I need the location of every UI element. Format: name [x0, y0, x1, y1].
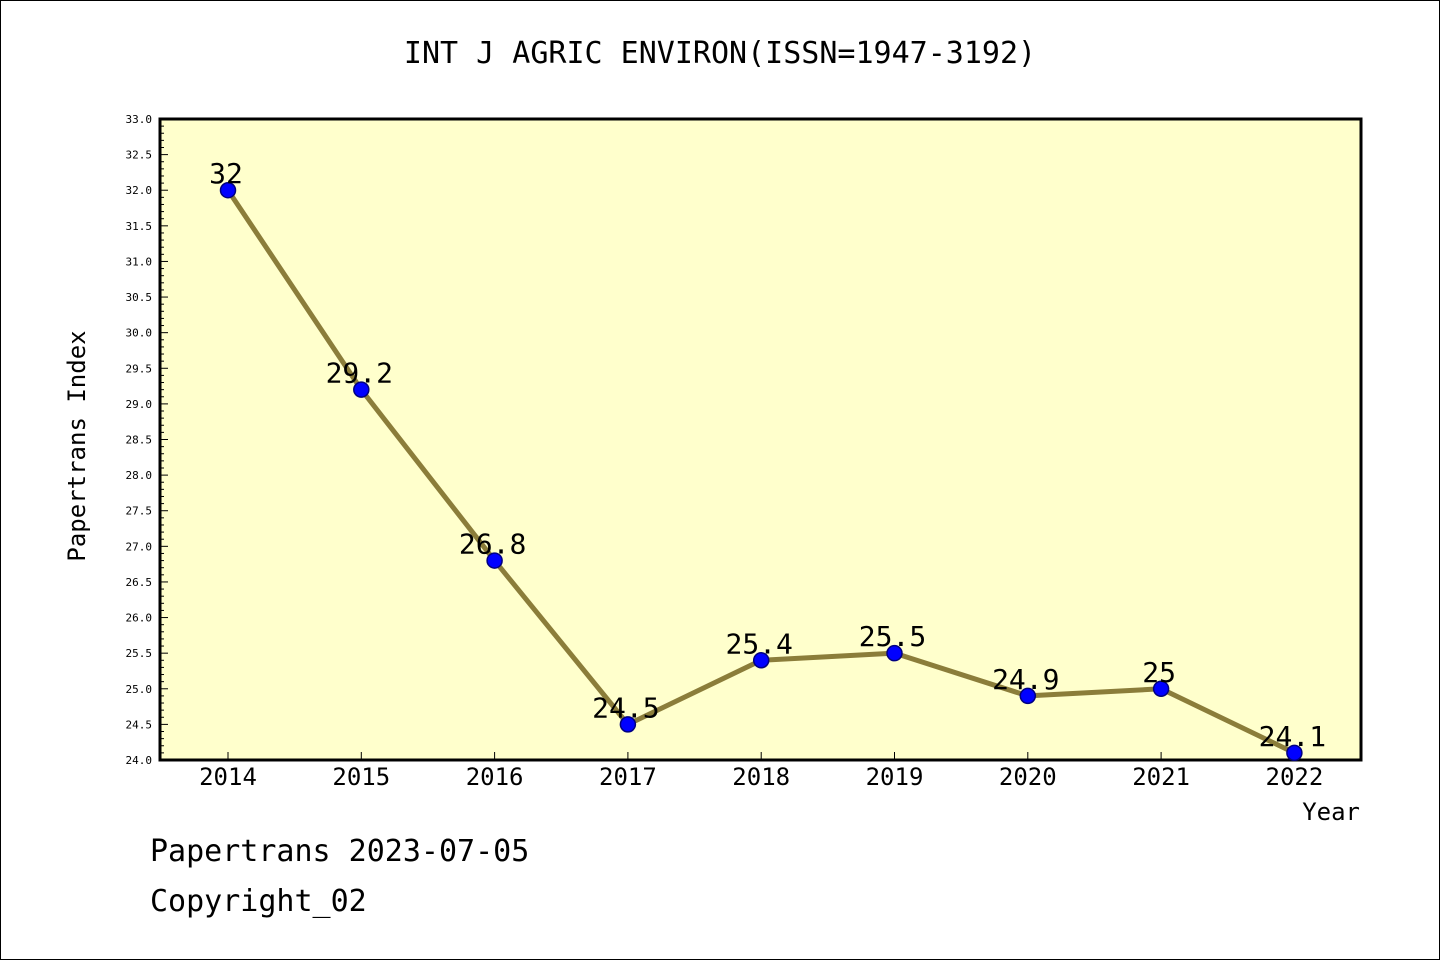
y-tick-label: 32.5: [126, 149, 153, 162]
x-tick-label: 2021: [1132, 763, 1190, 791]
data-point: [353, 381, 370, 398]
y-tick-label: 33.0: [126, 113, 153, 126]
data-point: [1019, 687, 1037, 705]
y-tick-label: 27.0: [126, 540, 153, 553]
y-tick-label: 28.5: [126, 434, 153, 447]
y-tick-label: 29.5: [126, 362, 153, 375]
y-tick-label: 24.5: [126, 718, 153, 731]
data-label: 25.5: [859, 620, 926, 653]
data-point: [219, 181, 237, 199]
data-point: [1152, 680, 1170, 698]
y-tick-label: 24.0: [126, 754, 153, 767]
x-tick-label: 2016: [466, 763, 524, 791]
x-tick-label: 2015: [332, 763, 390, 791]
y-tick-label: 27.5: [126, 505, 153, 518]
y-tick-label: 31.5: [126, 220, 153, 233]
y-tick-label: 26.5: [126, 576, 153, 589]
data-point: [486, 552, 503, 569]
data-labels: 32 29.2 26.8 24.5 25.4 25.5 24.9 25 24.1: [209, 157, 1326, 753]
y-axis-ticks: 24.0 24.5 25.0 25.5 26.0 26.5 27.0 27.5 28.0 28.5…: [126, 113, 168, 767]
x-tick-label: 2018: [732, 763, 790, 791]
x-axis-ticks: 2014 2015 2016 2017 2018 2019 2020 2021 2022: [199, 752, 1323, 791]
y-tick-label: 25.5: [126, 647, 153, 660]
footer-date-text: Papertrans 2023-07-05: [150, 834, 530, 869]
y-tick-label: 26.0: [126, 612, 153, 625]
data-point: [619, 716, 637, 733]
data-label: 29.2: [326, 357, 393, 390]
data-label: 25: [1142, 656, 1176, 689]
data-label: 26.8: [459, 528, 526, 561]
y-tick-label: 30.5: [126, 291, 153, 304]
x-tick-label: 2017: [599, 763, 657, 791]
x-tick-label: 2019: [866, 763, 924, 791]
y-tick-label: 29.0: [126, 398, 153, 411]
data-label: 24.1: [1259, 720, 1326, 753]
data-point: [752, 652, 770, 669]
data-label: 32: [209, 157, 243, 190]
y-tick-label: 31.0: [126, 255, 153, 268]
x-tick-label: 2020: [999, 763, 1057, 791]
footer-copyright-text: Copyright_02: [150, 884, 367, 919]
data-series: [219, 181, 1303, 762]
y-tick-label: 30.0: [126, 327, 153, 340]
y-tick-label: 32.0: [126, 184, 153, 197]
data-point: [886, 644, 903, 662]
y-tick-label: 25.0: [126, 683, 153, 696]
chart-title: INT J AGRIC ENVIRON(ISSN=1947-3192): [403, 36, 1037, 71]
y-tick-label: 28.0: [126, 469, 153, 482]
x-tick-label: 2014: [199, 763, 257, 791]
data-label: 25.4: [725, 627, 792, 660]
x-tick-label: 2022: [1266, 763, 1324, 791]
y-axis-label: Papertrans Index: [63, 330, 91, 561]
data-label: 24.5: [592, 691, 659, 724]
data-point: [1286, 744, 1303, 762]
data-label: 24.9: [992, 663, 1059, 696]
x-axis-label: Year: [1302, 798, 1360, 826]
